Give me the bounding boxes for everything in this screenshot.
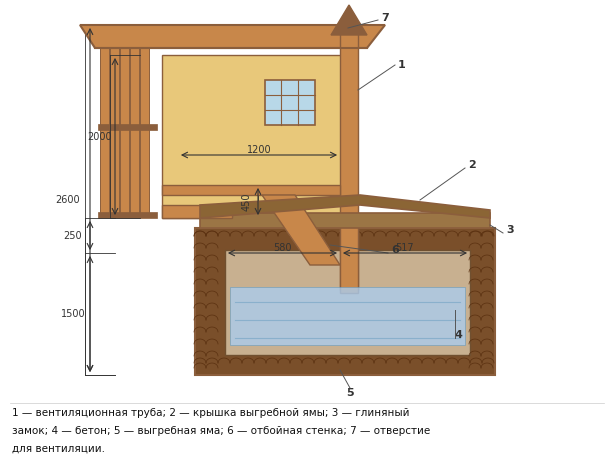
Bar [120, 40, 129, 215]
Polygon shape [262, 195, 340, 265]
Text: 250: 250 [64, 230, 82, 240]
Bar [162, 55, 355, 218]
Text: 5: 5 [346, 388, 354, 398]
Text: для вентиляции.: для вентиляции. [12, 444, 105, 454]
Text: 2600: 2600 [56, 195, 80, 205]
Bar [100, 40, 109, 215]
Polygon shape [200, 213, 490, 228]
Bar [225, 250, 470, 355]
Text: 2000: 2000 [88, 131, 112, 142]
Bar [98, 212, 157, 218]
Text: 4: 4 [454, 330, 462, 340]
Text: 7: 7 [381, 13, 389, 23]
Text: 1200: 1200 [247, 145, 271, 155]
Polygon shape [80, 25, 385, 48]
Text: 450: 450 [242, 193, 252, 211]
Bar [110, 40, 119, 215]
Bar [340, 218, 358, 293]
Polygon shape [200, 195, 490, 218]
Bar [98, 40, 157, 46]
Bar [140, 40, 149, 215]
Text: 580: 580 [273, 243, 292, 253]
Bar [130, 40, 139, 215]
Text: 1500: 1500 [61, 309, 85, 319]
Polygon shape [331, 5, 367, 35]
Bar [195, 228, 495, 375]
Bar [162, 205, 232, 218]
Text: 6: 6 [391, 245, 399, 255]
Text: 1 — вентиляционная труба; 2 — крышка выгребной ямы; 3 — глиняный: 1 — вентиляционная труба; 2 — крышка выг… [12, 408, 410, 418]
Text: 1: 1 [398, 60, 406, 70]
Text: замок; 4 — бетон; 5 — выгребная яма; 6 — отбойная стенка; 7 — отверстие: замок; 4 — бетон; 5 — выгребная яма; 6 —… [12, 426, 430, 436]
Text: 517: 517 [395, 243, 414, 253]
Bar [98, 124, 157, 130]
Bar [265, 80, 315, 125]
Text: 3: 3 [506, 225, 514, 235]
Bar [230, 287, 465, 345]
Text: 2: 2 [468, 160, 476, 170]
Bar [162, 185, 340, 195]
Bar [340, 30, 358, 290]
